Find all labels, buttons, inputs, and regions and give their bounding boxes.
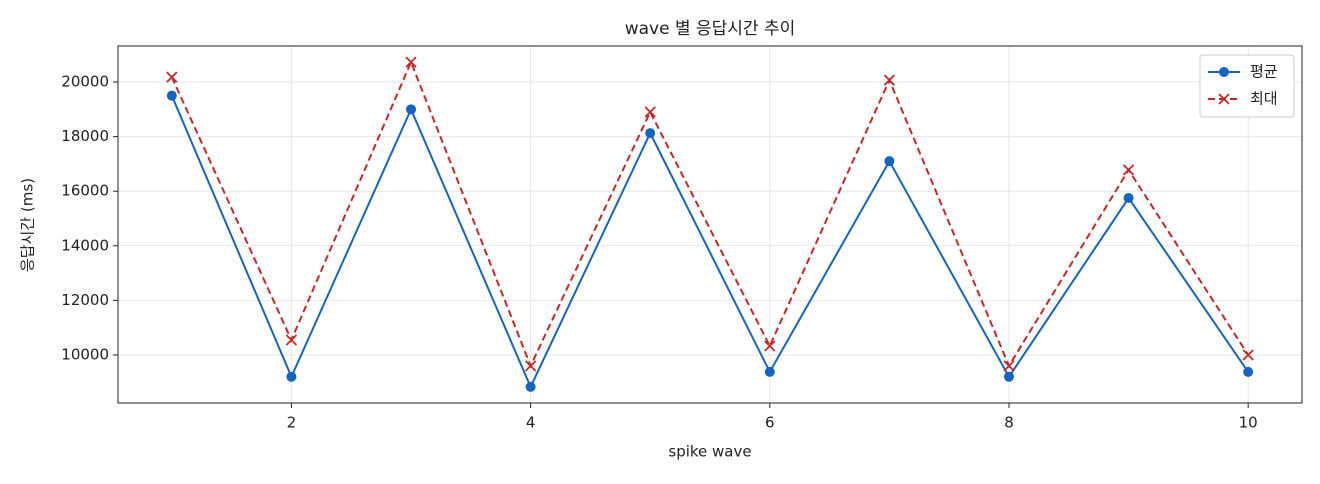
x-tick-label: 8 (1004, 414, 1014, 432)
point (405, 56, 417, 68)
point (525, 381, 536, 392)
point (524, 360, 537, 372)
y-tick-label: 14000 (61, 236, 109, 254)
y-tick-label: 10000 (61, 345, 109, 363)
point (166, 71, 178, 83)
x-tick-label: 10 (1239, 414, 1258, 432)
point (286, 371, 297, 382)
series-line (170, 95, 1250, 390)
y-tick-label: 20000 (61, 73, 109, 91)
y-tick-label: 16000 (61, 182, 109, 200)
x-axis-label: spike wave (668, 443, 751, 461)
legend-marker (1218, 93, 1230, 105)
point (764, 340, 776, 352)
point (884, 156, 895, 167)
point (166, 90, 177, 101)
point (645, 128, 656, 139)
x-tick-label: 6 (765, 414, 775, 432)
point (1243, 366, 1254, 377)
legend-box (1199, 54, 1295, 118)
legend-marker (1219, 67, 1229, 77)
legend-label: 최대 (1250, 90, 1278, 108)
point (764, 366, 775, 377)
point (1123, 193, 1134, 204)
legend-label: 평균 (1250, 63, 1278, 81)
x-tick-label: 4 (526, 414, 536, 432)
point (1003, 360, 1015, 372)
series-line (170, 59, 1250, 369)
point (1003, 371, 1014, 382)
point (1122, 164, 1135, 176)
point (1242, 349, 1254, 361)
point (644, 106, 656, 118)
y-tick-label: 18000 (61, 127, 109, 145)
y-tick-label: 12000 (61, 291, 109, 309)
plot-frame (117, 45, 1303, 404)
y-axis-label: 응답시간 (ms) (19, 178, 37, 272)
point (883, 74, 896, 86)
point (285, 334, 298, 346)
x-tick-label: 2 (287, 414, 297, 432)
chart-title: wave 별 응답시간 추이 (625, 19, 796, 39)
point (406, 104, 417, 115)
